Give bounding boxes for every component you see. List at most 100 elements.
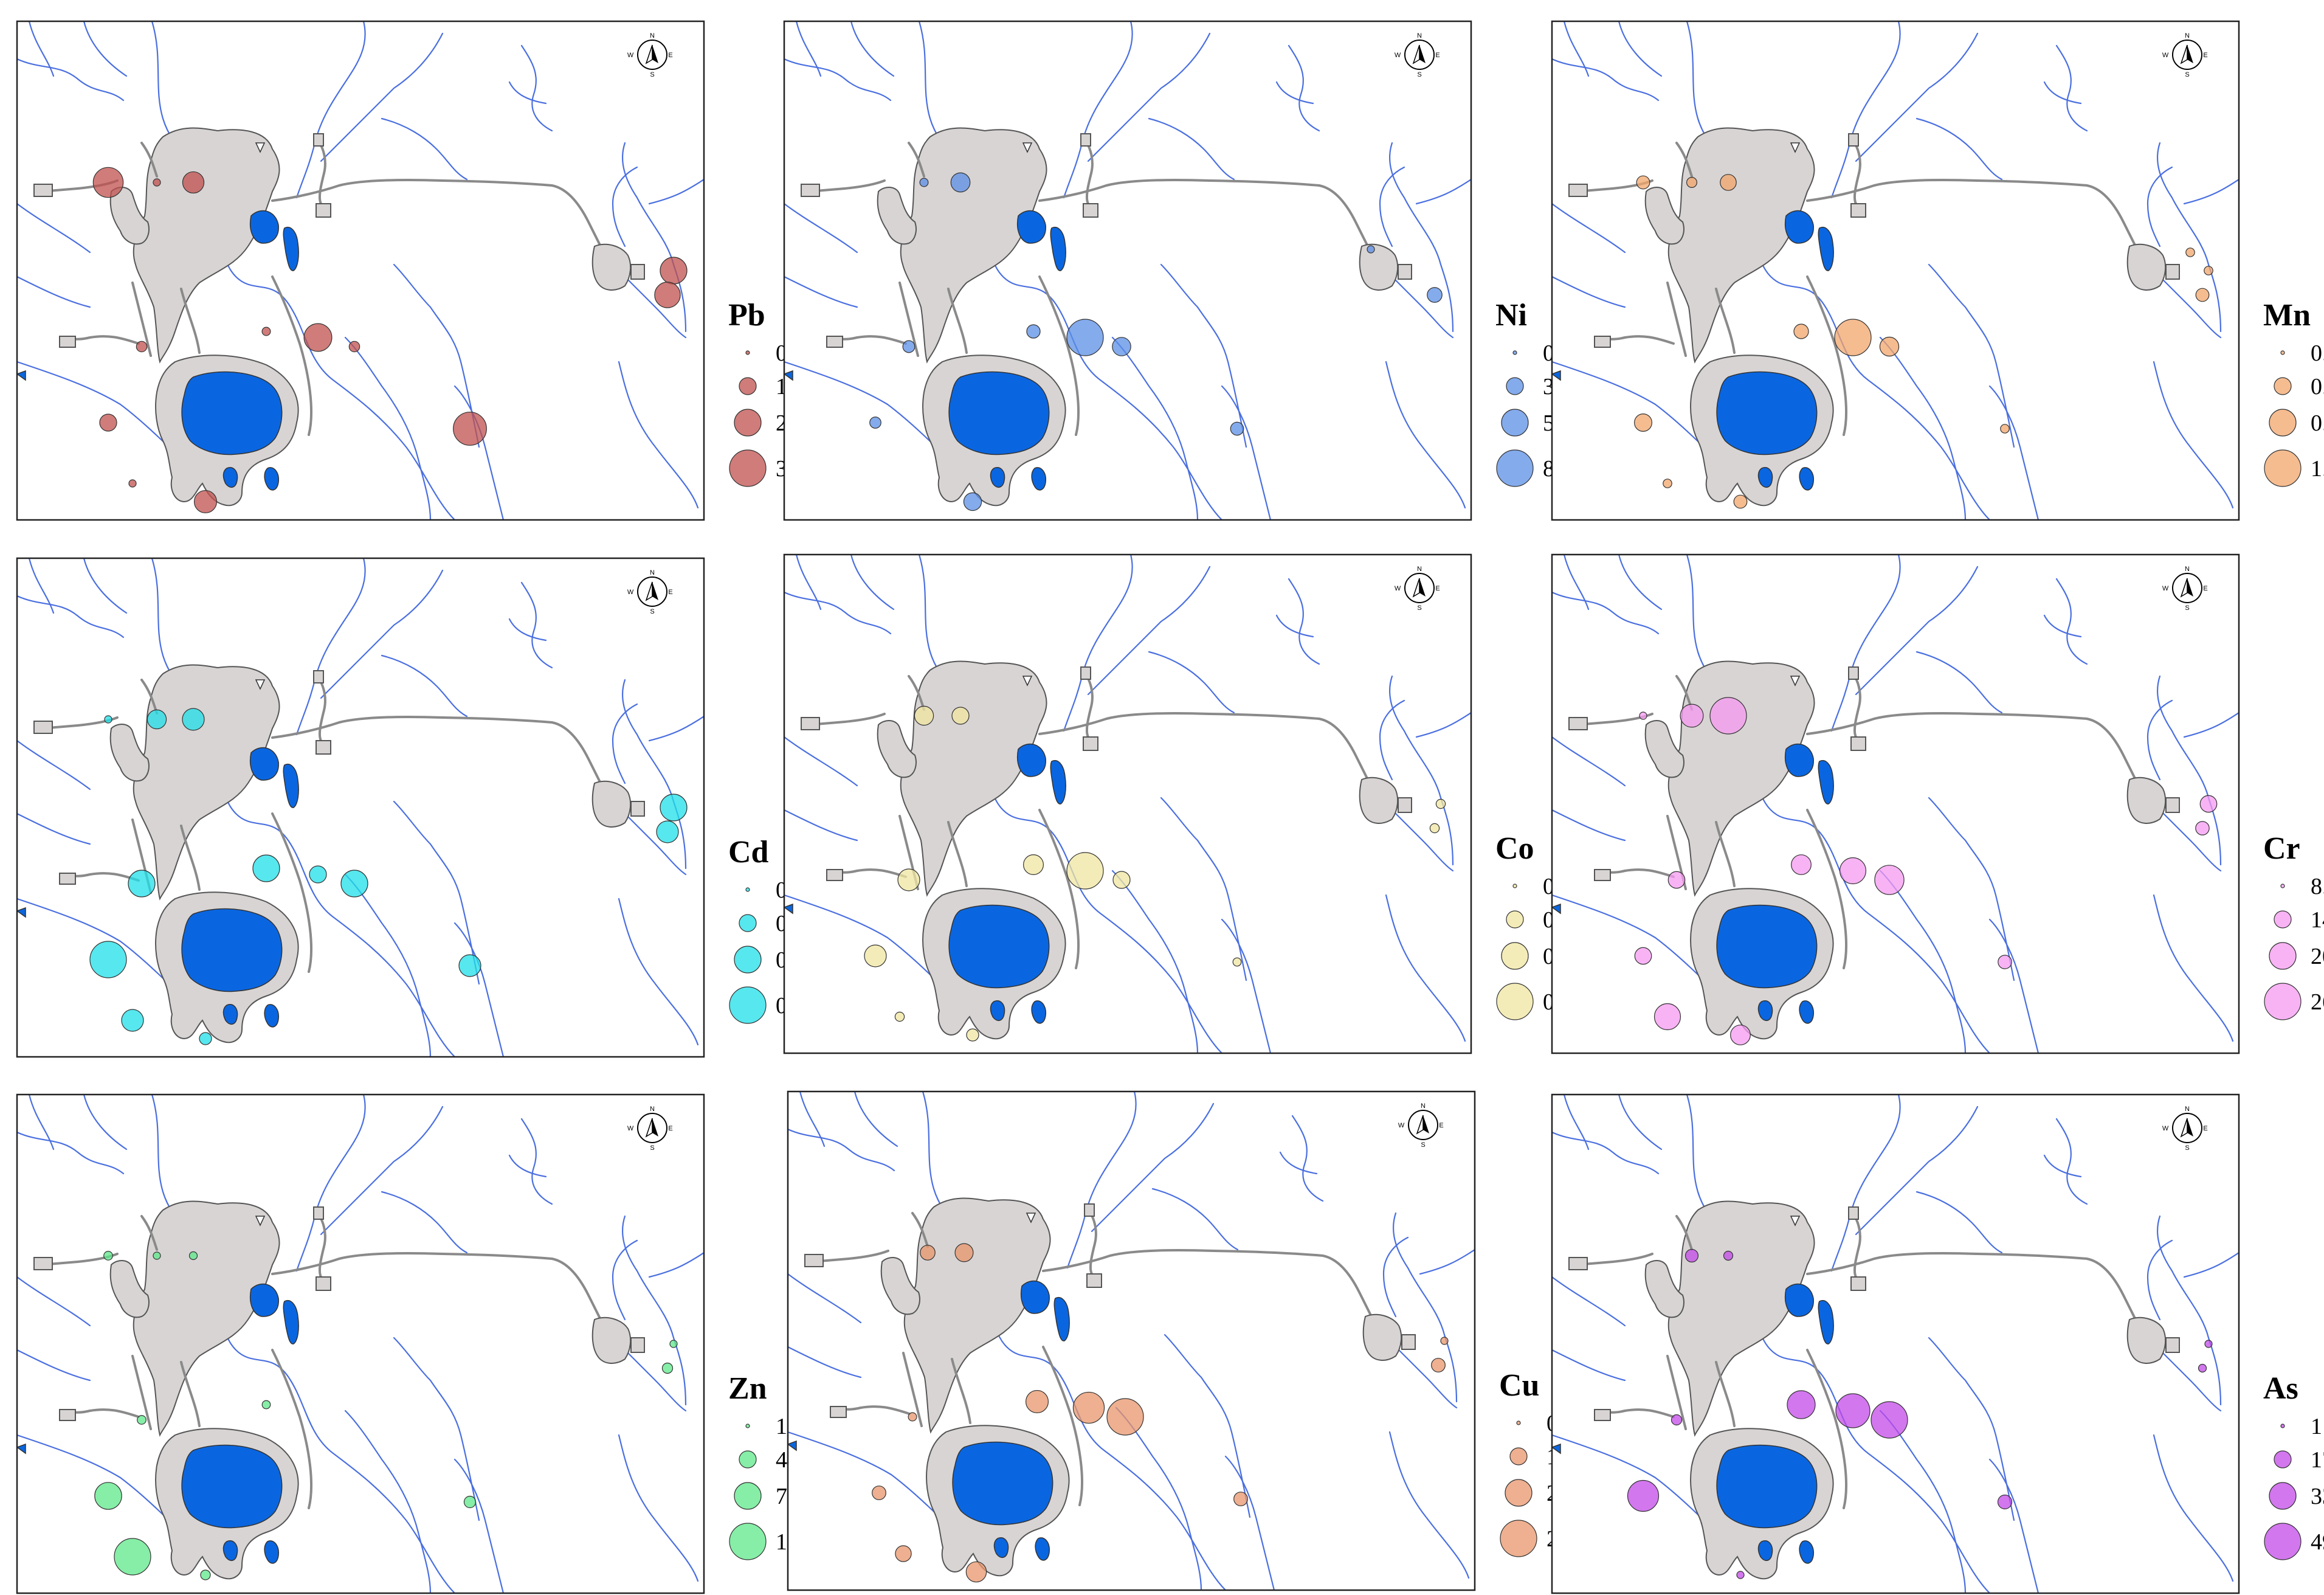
compass-east-label: E (1439, 1122, 1443, 1129)
sample-point-site-9 (200, 1569, 211, 1580)
sample-point-site-3 (104, 715, 112, 724)
legend-label-3: 0.7 (2311, 410, 2324, 436)
legend-title: Pb (728, 298, 765, 333)
panel-pb: NSEWPb0.51.42.33.2 (16, 20, 805, 521)
basemap (1552, 1095, 2239, 1593)
legend-cr: Cr 8.0 14.2 20.4 26.6 (2263, 831, 2324, 1020)
sample-point-site-7 (1112, 337, 1131, 356)
legend-symbol-2 (2274, 910, 2292, 929)
legend-symbol-4 (729, 986, 767, 1024)
compass-west-label: W (2162, 585, 2169, 592)
legend-symbol-2 (739, 1450, 757, 1469)
sample-point-site-6 (1791, 854, 1812, 875)
sample-point-site-6 (1793, 323, 1809, 339)
sample-point-site-12 (895, 1545, 912, 1562)
sample-point-site-9 (193, 490, 218, 514)
north-arrow-icon: N S E W (2162, 1105, 2208, 1152)
sample-point-site-1 (1720, 174, 1737, 191)
sample-point-site-4 (94, 1482, 122, 1510)
basemap (17, 558, 704, 1057)
legend-title: Co (1495, 831, 1534, 866)
legend-label-2: 17 (2311, 1447, 2324, 1473)
legend-mn: Mn0.0 0.3 0.7 1.0 (2263, 298, 2324, 487)
legend-label-1: 1 (2311, 1414, 2322, 1439)
sample-point-site-3 (1636, 175, 1650, 190)
sample-point-site-7 (1871, 1401, 1908, 1439)
map-background (1552, 555, 2239, 1053)
sample-point-site-9 (963, 492, 982, 511)
sample-point-site-4 (869, 417, 881, 429)
sample-point-site-8 (303, 323, 333, 352)
sample-point-site-6 (261, 327, 271, 336)
legend-symbol-3 (734, 946, 762, 974)
sample-point-site-13 (1232, 957, 1242, 967)
sample-point-site-10 (1435, 798, 1446, 809)
legend-symbol-3 (734, 409, 762, 437)
legend-label-3: 33 (2311, 1484, 2324, 1509)
compass-south-label: S (650, 71, 654, 78)
legend-title: Cr (2263, 831, 2300, 866)
sample-point-site-10 (660, 794, 688, 822)
map-frame (787, 1090, 1476, 1591)
compass-south-label: S (650, 1144, 654, 1152)
map-background (17, 558, 704, 1057)
legend-title: Cu (1499, 1368, 1539, 1403)
sample-point-site-4 (89, 941, 127, 978)
sample-point-site-1 (1709, 697, 1747, 735)
compass-east-label: E (668, 52, 672, 59)
sample-point-site-12 (121, 1009, 144, 1032)
legend-title: As (2263, 1371, 2298, 1406)
sample-point-site-2 (919, 178, 929, 187)
legend-label-4: 49 (2311, 1529, 2324, 1555)
sample-point-site-8 (1066, 852, 1104, 890)
sample-point-site-1 (188, 1251, 198, 1261)
north-arrow-icon: N S E W (2162, 32, 2208, 78)
sample-point-site-8 (1834, 319, 1872, 356)
compass-west-label: W (1395, 585, 1401, 592)
legend-symbol-2 (739, 377, 757, 395)
sample-point-site-11 (2195, 821, 2210, 836)
compass-west-label: W (627, 1125, 634, 1132)
legend-symbol-1 (2280, 350, 2285, 355)
sample-point-site-2 (153, 178, 161, 187)
sample-point-site-4 (1634, 413, 1653, 432)
legend-as: As 1 17 33 49 (2263, 1371, 2324, 1560)
sample-point-site-4 (872, 1486, 886, 1500)
sample-point-site-11 (2198, 1363, 2207, 1373)
legend-symbol-3 (1501, 942, 1529, 970)
compass-north-label: N (2185, 566, 2190, 573)
legend-symbol-3 (1501, 409, 1529, 437)
compass-south-label: S (2185, 71, 2189, 78)
sample-point-site-1 (954, 1243, 974, 1262)
sample-point-site-9 (1736, 1571, 1745, 1579)
legend-symbol-4 (2264, 1523, 2302, 1560)
sample-point-site-13 (458, 954, 481, 977)
compass-west-label: W (1398, 1122, 1405, 1129)
sample-point-site-6 (261, 1400, 271, 1410)
compass-east-label: E (1435, 52, 1440, 59)
sample-point-site-5 (137, 1415, 147, 1425)
sample-point-site-1 (1723, 1250, 1734, 1261)
legend-label-3: 20.4 (2311, 944, 2324, 969)
sample-point-site-5 (128, 870, 156, 898)
north-arrow-icon: N S E W (627, 1105, 673, 1152)
sample-point-site-10 (1440, 1337, 1449, 1345)
legend-symbol-2 (1509, 1447, 1528, 1465)
legend-symbol-4 (729, 449, 767, 487)
map-background (17, 1095, 704, 1593)
legend-label-4: 1.0 (2311, 456, 2324, 482)
legend-label-1: 8.0 (2311, 874, 2324, 899)
sample-point-site-11 (654, 282, 681, 308)
sample-point-site-13 (453, 412, 487, 446)
sample-point-site-3 (92, 167, 124, 198)
sample-point-site-10 (2204, 266, 2213, 275)
sample-point-site-4 (864, 944, 887, 967)
sample-point-site-13 (1997, 1494, 2013, 1510)
sample-point-site-2 (920, 1245, 936, 1261)
sample-point-site-6 (1787, 1390, 1816, 1419)
legend-symbol-1 (1512, 884, 1517, 888)
map-background (17, 21, 704, 520)
sample-point-site-9 (1730, 1025, 1751, 1045)
map-background (1552, 21, 2239, 520)
